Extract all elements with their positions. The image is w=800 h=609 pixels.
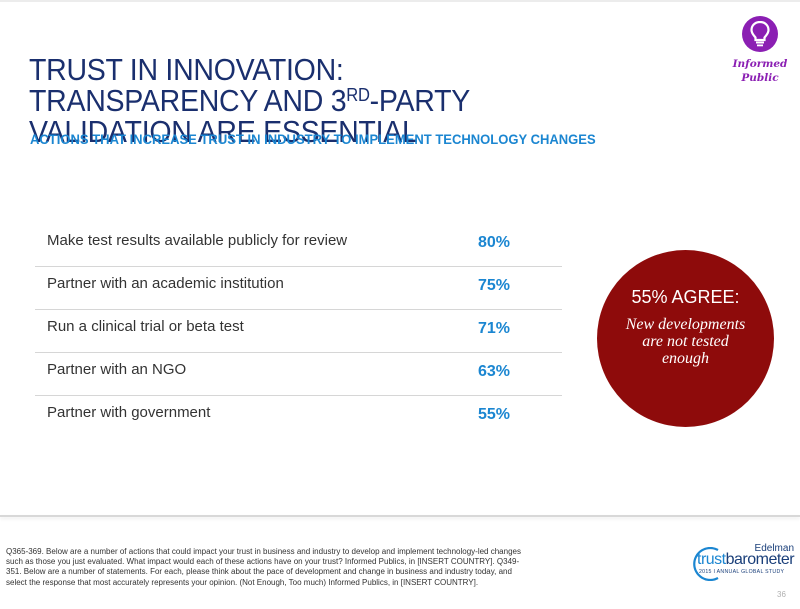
footer-divider	[0, 515, 800, 517]
action-label: Partner with an NGO	[47, 361, 187, 378]
callout-line-1: New developments	[625, 316, 746, 333]
page-subtitle: ACTIONS THAT INCREASE TRUST IN INDUSTRY …	[30, 131, 596, 147]
badge-label-line-2: Public	[741, 72, 779, 84]
logo-product-trust: trust	[697, 551, 726, 568]
title-superscript: RD	[346, 84, 370, 105]
action-value: 71%	[478, 320, 511, 337]
title-line-2-text: TRANSPARENCY AND 3	[29, 82, 347, 118]
title-line-2: TRANSPARENCY AND 3RD-PARTY	[29, 85, 618, 116]
action-label: Run a clinical trial or beta test	[47, 318, 244, 335]
logo-tagline: 2015 I ANNUAL GLOBAL STUDY	[699, 569, 785, 575]
badge-label: Informed Public	[718, 57, 800, 85]
logo-product-barometer: barometer	[725, 551, 795, 568]
badge-label-line-1: Informed	[732, 58, 788, 70]
table-row: Partner with an NGO 63%	[35, 353, 562, 396]
action-value: 55%	[478, 406, 511, 423]
title-line-1: TRUST IN INNOVATION:	[29, 51, 344, 87]
logo-brand: Edelman	[754, 543, 794, 554]
callout-body: New developments are not tested enough	[597, 316, 774, 367]
table-row: Partner with an academic institution 75%	[35, 267, 562, 310]
lightbulb-icon	[742, 16, 778, 52]
title-line-2-suffix: -PARTY	[369, 82, 471, 118]
logo-arc-icon	[693, 547, 719, 581]
callout-headline: 55% AGREE:	[631, 287, 740, 307]
action-label: Partner with government	[47, 404, 211, 421]
footnote: Q365-369. Below are a number of actions …	[6, 547, 521, 587]
actions-table: Make test results available publicly for…	[35, 224, 562, 438]
table-row: Run a clinical trial or beta test 71%	[35, 310, 562, 353]
title-line-3: VALIDATION ARE ESSENTIAL	[29, 113, 418, 149]
action-label: Make test results available publicly for…	[47, 232, 348, 249]
agree-callout: 55% AGREE: New developments are not test…	[597, 250, 774, 427]
top-border	[0, 0, 800, 2]
callout-line-2: are not tested	[642, 333, 729, 350]
table-row: Partner with government 55%	[35, 396, 562, 438]
action-value: 75%	[478, 277, 511, 294]
table-row: Make test results available publicly for…	[35, 224, 562, 267]
callout-line-3: enough	[661, 350, 710, 367]
logo-product: trustbarometer	[697, 551, 795, 569]
action-label: Partner with an academic institution	[47, 275, 284, 292]
action-value: 63%	[478, 363, 511, 380]
edelman-trustbarometer-logo: Edelman trustbarometer 2015 I ANNUAL GLO…	[692, 543, 796, 583]
page-title: TRUST IN INNOVATION: TRANSPARENCY AND 3R…	[29, 54, 618, 147]
action-value: 80%	[478, 234, 511, 251]
page-number: 36	[777, 590, 786, 599]
